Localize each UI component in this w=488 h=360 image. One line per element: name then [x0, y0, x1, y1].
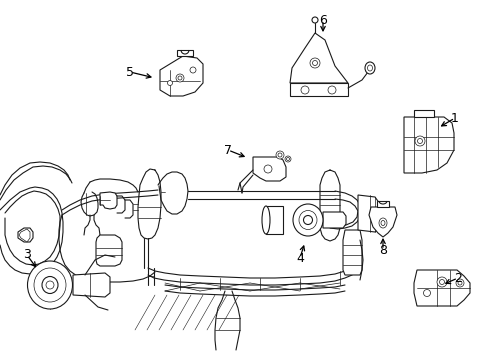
Polygon shape	[323, 212, 346, 228]
Ellipse shape	[327, 86, 335, 94]
Ellipse shape	[278, 153, 282, 157]
Polygon shape	[19, 229, 30, 242]
Text: 4: 4	[295, 252, 304, 265]
Ellipse shape	[423, 289, 429, 297]
Polygon shape	[252, 157, 285, 181]
Ellipse shape	[298, 211, 316, 230]
Ellipse shape	[285, 156, 290, 162]
Ellipse shape	[34, 268, 66, 302]
Ellipse shape	[262, 206, 269, 234]
Polygon shape	[160, 56, 203, 96]
Polygon shape	[100, 192, 117, 209]
Polygon shape	[265, 206, 283, 234]
Text: 3: 3	[23, 248, 31, 261]
Ellipse shape	[42, 276, 58, 293]
Polygon shape	[368, 207, 396, 237]
Ellipse shape	[286, 158, 289, 161]
Ellipse shape	[309, 58, 319, 68]
Polygon shape	[376, 201, 388, 207]
Text: 5: 5	[126, 66, 134, 78]
Ellipse shape	[27, 261, 72, 309]
Ellipse shape	[439, 279, 444, 284]
Polygon shape	[289, 83, 347, 96]
Ellipse shape	[414, 136, 424, 146]
Ellipse shape	[380, 220, 384, 225]
Ellipse shape	[367, 65, 372, 71]
Ellipse shape	[378, 218, 386, 228]
Ellipse shape	[436, 277, 446, 287]
Polygon shape	[289, 33, 347, 83]
Polygon shape	[96, 235, 122, 266]
Text: 2: 2	[453, 271, 461, 284]
Ellipse shape	[178, 76, 182, 80]
Polygon shape	[357, 195, 381, 232]
Ellipse shape	[190, 67, 196, 73]
Text: 7: 7	[224, 144, 231, 157]
Ellipse shape	[275, 151, 284, 159]
Polygon shape	[413, 110, 433, 117]
Polygon shape	[342, 230, 361, 275]
Ellipse shape	[455, 279, 463, 287]
Ellipse shape	[457, 281, 461, 285]
Polygon shape	[403, 117, 453, 173]
Text: 1: 1	[450, 112, 458, 125]
Ellipse shape	[301, 86, 308, 94]
Polygon shape	[18, 228, 33, 242]
Polygon shape	[177, 50, 193, 56]
Text: 8: 8	[378, 243, 386, 257]
Ellipse shape	[311, 17, 317, 23]
Ellipse shape	[167, 81, 172, 86]
Ellipse shape	[417, 139, 422, 144]
Ellipse shape	[312, 60, 317, 66]
Text: 6: 6	[318, 14, 326, 27]
Polygon shape	[73, 273, 110, 297]
Polygon shape	[413, 270, 469, 306]
Ellipse shape	[303, 216, 312, 225]
Ellipse shape	[176, 74, 183, 82]
Ellipse shape	[364, 62, 374, 74]
Ellipse shape	[46, 281, 54, 289]
Ellipse shape	[292, 204, 323, 236]
Ellipse shape	[264, 165, 271, 173]
